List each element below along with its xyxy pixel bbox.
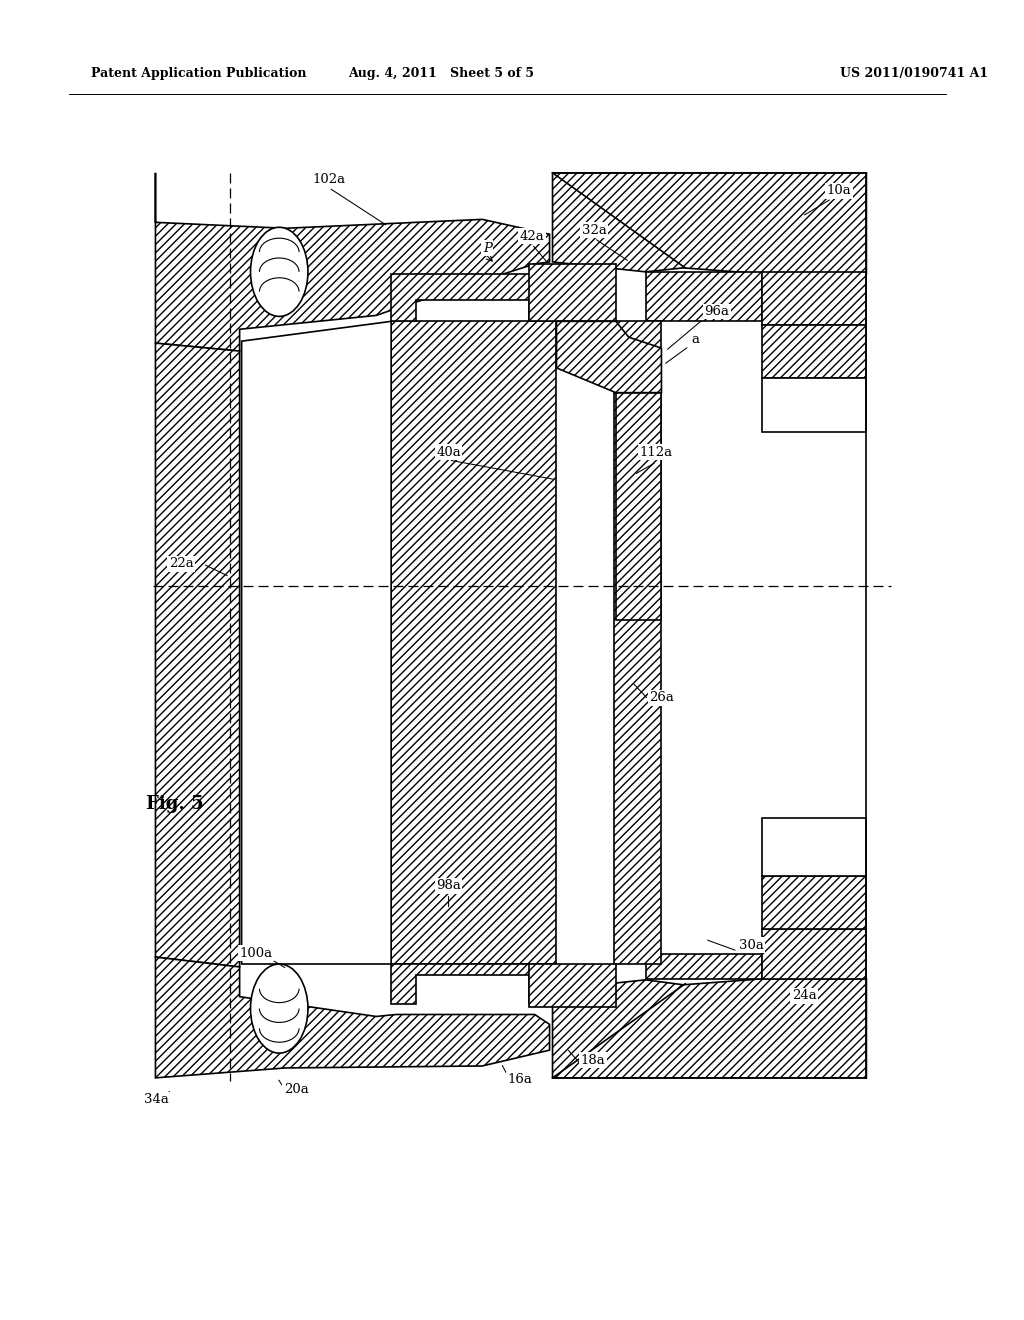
Text: Fig. 5: Fig. 5: [146, 795, 204, 813]
Polygon shape: [528, 264, 615, 321]
Text: 34a: 34a: [144, 1093, 169, 1106]
Text: 98a: 98a: [436, 879, 461, 892]
Polygon shape: [553, 173, 866, 273]
Text: US 2011/0190741 A1: US 2011/0190741 A1: [840, 67, 988, 81]
Text: Aug. 4, 2011   Sheet 5 of 5: Aug. 4, 2011 Sheet 5 of 5: [347, 67, 534, 81]
Polygon shape: [763, 378, 866, 432]
Text: a: a: [691, 333, 699, 346]
Text: 112a: 112a: [640, 446, 673, 458]
Polygon shape: [645, 272, 763, 321]
Text: P: P: [482, 242, 492, 255]
Text: 22a: 22a: [169, 557, 194, 570]
Polygon shape: [763, 818, 866, 876]
Text: Patent Application Publication: Patent Application Publication: [91, 67, 306, 81]
Text: 10a: 10a: [826, 185, 851, 197]
Text: 16a: 16a: [508, 1073, 532, 1086]
Polygon shape: [391, 964, 556, 1003]
Text: 42a: 42a: [519, 230, 544, 243]
Polygon shape: [556, 321, 662, 392]
Polygon shape: [763, 325, 866, 378]
Polygon shape: [553, 979, 866, 1078]
Polygon shape: [763, 876, 866, 929]
Polygon shape: [156, 957, 550, 1078]
Polygon shape: [156, 173, 550, 351]
Text: 20a: 20a: [284, 1084, 308, 1096]
Polygon shape: [391, 321, 556, 964]
Text: 96a: 96a: [705, 305, 729, 318]
Polygon shape: [615, 392, 662, 620]
Text: 100a: 100a: [240, 946, 273, 960]
Polygon shape: [242, 321, 391, 964]
Polygon shape: [645, 954, 763, 979]
Polygon shape: [763, 272, 866, 325]
Text: 24a: 24a: [792, 989, 816, 1002]
Text: 40a: 40a: [436, 446, 461, 458]
Polygon shape: [391, 273, 556, 321]
Text: 18a: 18a: [581, 1053, 605, 1067]
Polygon shape: [614, 321, 662, 964]
Text: 32a: 32a: [582, 224, 606, 236]
Polygon shape: [763, 929, 866, 979]
Text: 26a: 26a: [649, 692, 674, 704]
Polygon shape: [156, 343, 240, 968]
Text: 102a: 102a: [312, 173, 345, 186]
Ellipse shape: [251, 964, 308, 1053]
Text: 30a: 30a: [739, 939, 764, 952]
Polygon shape: [528, 964, 615, 1007]
Ellipse shape: [251, 227, 308, 317]
